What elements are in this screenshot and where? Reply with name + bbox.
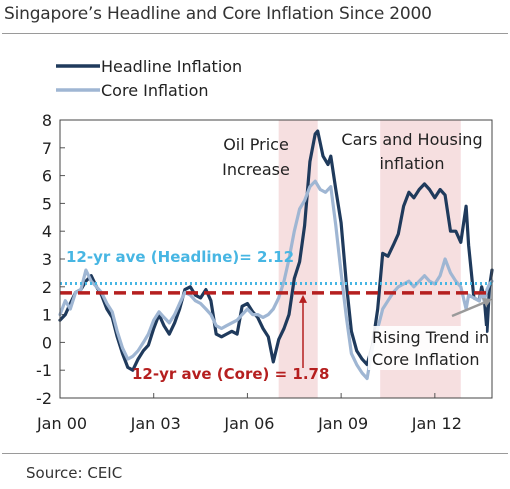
annotation-rising-backdrop	[368, 326, 486, 370]
annotation-rising-line1: Rising Trend in	[372, 328, 489, 347]
y-tick-label: 4	[42, 222, 52, 241]
y-tick-label: -2	[36, 389, 52, 408]
series-line-core	[58, 179, 494, 381]
y-tick-label: 6	[42, 167, 52, 186]
y-tick-label: 0	[42, 333, 52, 352]
x-tick-label: Jan 00	[36, 414, 87, 433]
core-arrow-head	[299, 294, 307, 303]
x-tick-label: Jan 06	[223, 414, 274, 433]
footer-rule	[2, 453, 508, 454]
x-tick-label: Jan 03	[130, 414, 181, 433]
title-rule	[2, 33, 508, 34]
annotation-rising-line2: Core Inflation	[372, 350, 480, 369]
y-tick-label: 1	[42, 306, 52, 325]
y-tick-label: 8	[42, 111, 52, 130]
legend-label-core: Core Inflation	[101, 81, 209, 100]
annotation-oil-line1: Oil Price	[223, 135, 289, 154]
source-note: Source: CEIC	[26, 464, 123, 482]
x-tick-label: Jan 09	[317, 414, 368, 433]
chart-title: Singapore’s Headline and Core Inflation …	[4, 4, 432, 24]
rising-trend-arrow-head	[482, 298, 492, 307]
annotation-cars-line1: Cars and Housing	[341, 130, 482, 149]
y-tick-label: 7	[42, 139, 52, 158]
series-line-headline	[58, 129, 494, 372]
reference-label-headline: 12-yr ave (Headline)= 2.12	[66, 248, 294, 266]
annotation-cars-line2: inflation	[379, 154, 444, 173]
shaded-period-1	[278, 120, 318, 398]
y-tick-label: 5	[42, 194, 52, 213]
y-tick-label: 2	[42, 278, 52, 297]
rising-trend-arrow	[451, 299, 489, 318]
reference-label-core: 12-yr ave (Core) = 1.78	[132, 365, 329, 383]
annotation-oil-line2: Increase	[222, 160, 290, 179]
y-tick-label: 3	[42, 250, 52, 269]
plot-frame	[59, 119, 493, 399]
x-tick-label: Jan 12	[411, 414, 462, 433]
y-tick-label: -1	[36, 361, 52, 380]
legend-label-headline: Headline Inflation	[101, 57, 242, 76]
